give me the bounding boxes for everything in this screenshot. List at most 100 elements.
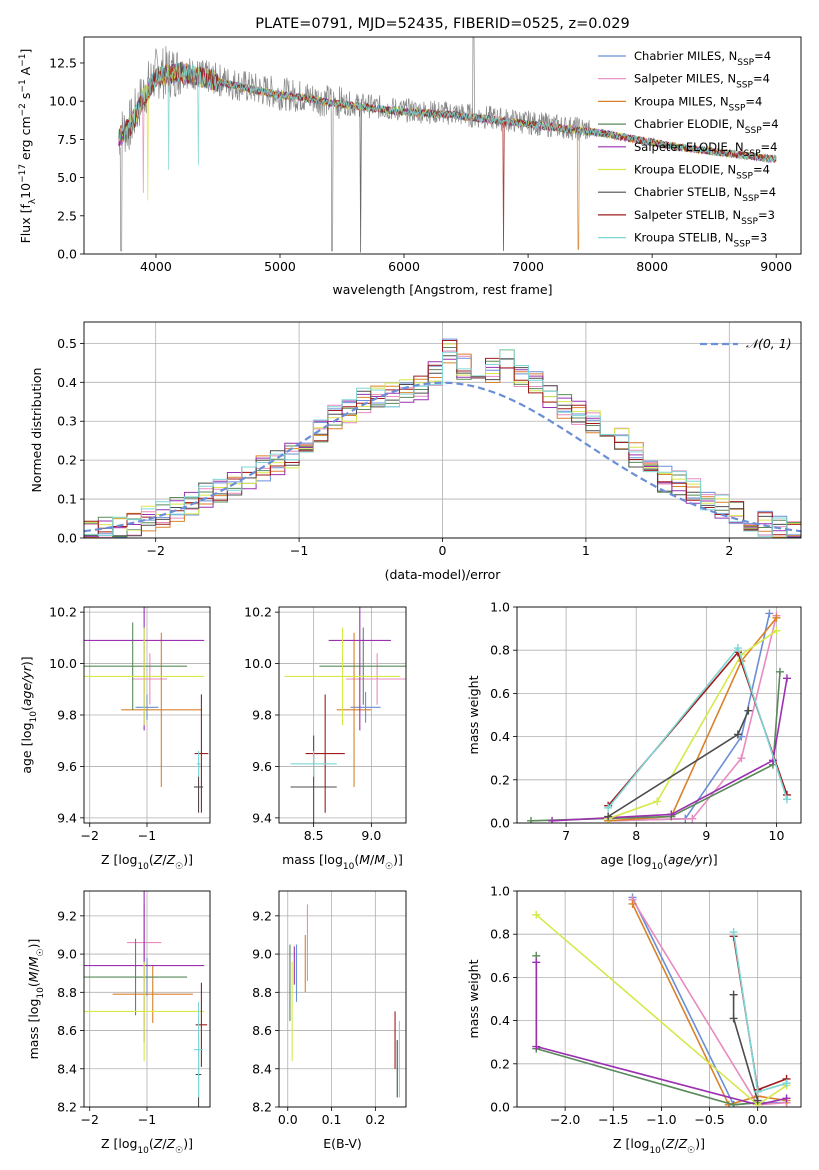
y-tick-label: 10.2 (244, 605, 272, 620)
histogram-step (84, 350, 801, 538)
legend-label: Kroupa STELIB, NSSP=3 (634, 231, 767, 250)
weight-marker (532, 958, 541, 967)
y-tick-label: 0.4 (490, 729, 510, 744)
weight-marker (765, 609, 774, 618)
x-tick-label: 8000 (636, 259, 668, 274)
x-tick-label: −2.0 (550, 1112, 580, 1127)
legend-label: Salpeter MILES, NSSP=4 (634, 72, 770, 91)
weight-line (530, 671, 781, 822)
x-tick-label: 9 (702, 828, 710, 843)
x-tick-label: −1.5 (598, 1112, 628, 1127)
plot-area (284, 607, 406, 823)
x-axis-label: mass [log10(M/M☉)] (282, 852, 403, 872)
y-tick-label: 0.2 (490, 1056, 510, 1071)
y-axis-label: mass weight (466, 959, 481, 1038)
y-tick-label: 8.6 (57, 1023, 77, 1038)
weight-marker (737, 754, 746, 763)
weight-marker (532, 910, 541, 919)
axes-frame (516, 890, 802, 1108)
legend: Chabrier MILES, NSSP=4 Salpeter MILES, NS… (598, 49, 779, 250)
y-tick-label: 0.8 (490, 643, 510, 658)
weight-line (607, 646, 788, 809)
weight-line (607, 650, 788, 807)
x-tick-label: 7000 (512, 259, 544, 274)
y-tick-label: 9.2 (252, 908, 272, 923)
weight-marker (733, 644, 742, 653)
weight-marker (782, 795, 791, 804)
y-tick-label: 9.8 (57, 708, 77, 723)
y-tick-label: 9.6 (252, 759, 272, 774)
x-tick-label: 0.0 (748, 1112, 768, 1127)
y-tick-label: 10.0 (244, 656, 272, 671)
axes-frame (278, 606, 407, 824)
weight-marker (729, 1014, 738, 1023)
axes-frame (83, 321, 802, 539)
weight-marker (733, 730, 742, 739)
x-axis-label: Z [log10(Z/Z☉)] (101, 852, 193, 872)
axes-frame (83, 36, 802, 255)
x-tick-label: −1 (290, 543, 308, 558)
y-axis-label: mass weight (466, 675, 481, 754)
x-tick-label: 9.0 (361, 828, 381, 843)
x-tick-label: 0.0 (278, 1112, 298, 1127)
y-tick-label: 0.1 (57, 492, 77, 507)
legend-label: Salpeter ELODIE, NSSP=4 (634, 140, 777, 159)
weight-marker (688, 814, 697, 823)
x-tick-label: −2 (81, 1112, 99, 1127)
weight-marker (775, 667, 784, 676)
weight-line (732, 936, 787, 1091)
weight-marker (729, 1100, 738, 1107)
x-tick-label: −0.5 (694, 1112, 724, 1127)
y-tick-label: 8.2 (252, 1100, 272, 1115)
plot-area (84, 607, 209, 813)
y-tick-label: 10.2 (49, 605, 77, 620)
y-tick-label: 0.2 (490, 772, 510, 787)
weight-marker (532, 1042, 541, 1051)
plot-area (532, 893, 791, 1107)
x-tick-label: 0.2 (365, 1112, 385, 1127)
axes-frame (83, 890, 211, 1108)
model-spectrum-line (118, 62, 777, 171)
y-tick-label: 2.5 (57, 208, 77, 223)
legend-label: Kroupa MILES, NSSP=4 (634, 94, 762, 113)
x-axis-label: Z [log10(Z/Z☉)] (613, 1136, 705, 1156)
y-tick-label: 8.8 (57, 985, 77, 1000)
y-tick-label: 0.0 (490, 816, 510, 831)
y-tick-label: 8.6 (252, 1023, 272, 1038)
legend-label: Chabrier MILES, NSSP=4 (634, 49, 771, 68)
y-tick-label: 0.5 (57, 336, 77, 351)
legend-label: Kroupa ELODIE, NSSP=4 (634, 163, 770, 182)
legend-label: Chabrier ELODIE, NSSP=4 (634, 117, 779, 136)
x-axis-label: E(B-V) (323, 1136, 362, 1151)
x-tick-label: −1 (138, 1112, 156, 1127)
x-axis-label: wavelength [Angstrom, rest frame] (332, 282, 552, 297)
weight-line (552, 678, 788, 822)
legend-label: 𝒩(0, 1) (746, 336, 792, 351)
y-tick-label: 9.4 (252, 810, 272, 825)
chart-spectrum: 4000 5000 6000 7000 8000 9000 0.0 2.5 5.0 7.5 10.0… (18, 16, 802, 297)
x-axis-label: Z [log10(Z/Z☉)] (101, 1136, 193, 1156)
plot-area (84, 891, 208, 1107)
weight-marker (772, 626, 781, 635)
y-tick-label: 0.0 (57, 247, 77, 262)
weight-line (732, 931, 787, 1093)
y-tick-label: 9.8 (252, 708, 272, 723)
chart-mass-vs-Z: −2 −1 8.2 8.4 8.6 8.8 9.0 9.2 Z [log10(Z/Z☉)] mas… (26, 890, 211, 1156)
weight-marker (744, 706, 753, 715)
weight-line (535, 955, 758, 1106)
x-tick-label: 4000 (140, 259, 172, 274)
chart-weight-vs-Z: −2.0 −1.5 −1.0 −0.5 0.0 0.0 0.2 0.4 0.6 0.8 1.0 Z [… (466, 884, 802, 1156)
weight-marker (527, 816, 536, 823)
x-tick-label: −1.0 (646, 1112, 676, 1127)
histogram-step (84, 349, 801, 538)
y-tick-label: 9.0 (57, 947, 77, 962)
x-tick-label: −1 (138, 828, 156, 843)
chart-title: PLATE=0791, MJD=52435, FIBERID=0525, z=0… (255, 16, 629, 32)
y-tick-label: 9.0 (252, 947, 272, 962)
y-tick-label: 1.0 (490, 600, 510, 615)
y-tick-label: 1.0 (490, 884, 510, 899)
normal-curve (84, 381, 801, 533)
y-tick-label: 0.3 (57, 414, 77, 429)
x-tick-label: 0.1 (322, 1112, 342, 1127)
weight-marker (729, 928, 738, 937)
